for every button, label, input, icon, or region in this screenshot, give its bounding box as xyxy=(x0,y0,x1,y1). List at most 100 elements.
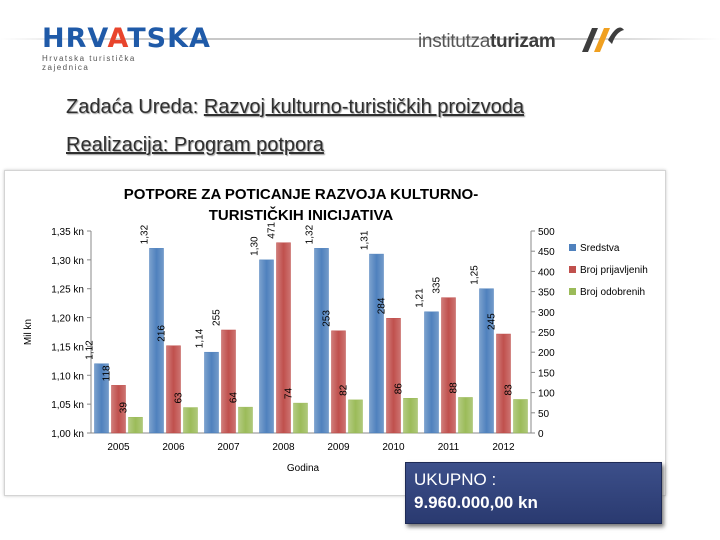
chart-frame: POTPORE ZA POTICANJE RAZVOJA KULTURNO- TU… xyxy=(4,170,666,496)
heading-link-program[interactable]: Realizacija: Program potpora xyxy=(66,134,324,156)
y-tick-label-left: 1,35 kn xyxy=(51,227,84,238)
y-tick-label-right: 100 xyxy=(538,389,555,400)
legend-label: Broj odobrenih xyxy=(580,287,645,298)
data-label: 1,32 xyxy=(305,224,316,244)
bar-sredstva xyxy=(94,363,109,434)
legend-swatch xyxy=(569,288,576,295)
bar-broj-odobrenih xyxy=(513,399,528,434)
y-tick-label-left: 1,25 kn xyxy=(51,285,84,296)
y-axis-label-left: Mil kn xyxy=(23,319,34,345)
chart-title-line-1: POTPORE ZA POTICANJE RAZVOJA KULTURNO- xyxy=(124,186,478,203)
data-label: 64 xyxy=(229,392,240,404)
logo-wordmark: HRVATSKA xyxy=(42,23,211,54)
bar-broj-odobrenih xyxy=(128,416,143,434)
data-label: 216 xyxy=(157,325,168,342)
data-label: 1,32 xyxy=(140,224,151,244)
x-tick-label: 2006 xyxy=(162,442,185,453)
y-tick-label-right: 200 xyxy=(538,348,555,359)
x-tick-label: 2010 xyxy=(382,442,405,453)
total-value: 9.960.000,00 kn xyxy=(414,493,538,512)
bar-broj-odobrenih xyxy=(183,407,198,434)
y-tick-label-right: 350 xyxy=(538,288,555,299)
legend-swatch xyxy=(569,244,576,251)
institut-za-turizam-logo: institutzaturizam xyxy=(418,24,628,64)
bar-broj-odobrenih xyxy=(238,406,253,434)
data-label: 245 xyxy=(487,313,498,330)
y-tick-label-right: 300 xyxy=(538,308,555,319)
hrvatska-logo: HRVATSKA Hrvatska turistička zajednica xyxy=(34,18,210,73)
y-tick-label-left: 1,15 kn xyxy=(51,342,84,353)
y-tick-label-right: 450 xyxy=(538,247,555,258)
bar-broj-odobrenih xyxy=(458,397,473,434)
x-axis-label: Godina xyxy=(287,463,320,474)
bar-broj-prijavljenih xyxy=(386,318,401,434)
data-label: 1,21 xyxy=(415,288,426,308)
bar-sredstva xyxy=(259,259,274,434)
heading-link-product[interactable]: Razvoj kulturno-turističkih proizvoda xyxy=(203,96,524,118)
header: HRVATSKA Hrvatska turistička zajednica i… xyxy=(0,0,720,80)
header-divider xyxy=(0,38,720,40)
total-label: UKUPNO : xyxy=(414,470,497,489)
bar-sredstva xyxy=(369,253,384,434)
total-box: UKUPNO : 9.960.000,00 kn xyxy=(405,462,662,524)
logo-tagline: Hrvatska turistička zajednica xyxy=(42,54,136,72)
data-label: 63 xyxy=(174,392,185,404)
x-tick-label: 2005 xyxy=(107,442,130,453)
bar-broj-prijavljenih xyxy=(221,329,236,434)
data-label: 1,31 xyxy=(360,230,371,250)
y-tick-label-right: 150 xyxy=(538,368,555,379)
x-tick-label: 2007 xyxy=(217,442,240,453)
bar-broj-odobrenih xyxy=(348,399,363,434)
data-label: 39 xyxy=(119,402,130,414)
data-label: 1,12 xyxy=(85,340,96,360)
y-tick-label-left: 1,00 kn xyxy=(51,429,84,440)
x-tick-label: 2012 xyxy=(492,442,515,453)
heading-line-2: Realizacija: Program potpora xyxy=(66,134,324,157)
bar-broj-prijavljenih xyxy=(441,297,456,434)
heading-prefix: Zadaća Ureda: xyxy=(66,96,204,118)
bar-sredstva xyxy=(204,351,219,434)
bar-sredstva xyxy=(479,288,494,434)
data-label: 1,14 xyxy=(195,328,206,348)
data-label: 1,30 xyxy=(250,236,261,256)
bar-broj-prijavljenih xyxy=(166,345,181,434)
data-label: 471 xyxy=(267,222,278,239)
bar-broj-prijavljenih xyxy=(111,385,126,434)
x-tick-label: 2008 xyxy=(272,442,295,453)
y-tick-label-right: 50 xyxy=(538,409,550,420)
bar-broj-prijavljenih xyxy=(331,330,346,434)
heading-line-1: Zadaća Ureda: Razvoj kulturno-turistički… xyxy=(66,96,524,119)
data-label: 335 xyxy=(432,277,443,294)
bar-broj-odobrenih xyxy=(403,398,418,434)
data-label: 253 xyxy=(322,310,333,327)
legend-swatch xyxy=(569,266,576,273)
data-label: 284 xyxy=(377,297,388,314)
y-tick-label-left: 1,20 kn xyxy=(51,314,84,325)
data-label: 74 xyxy=(284,388,295,400)
y-tick-label-right: 0 xyxy=(538,429,544,440)
y-tick-label-right: 500 xyxy=(538,227,555,238)
bar-sredstva xyxy=(424,311,439,434)
bar-broj-prijavljenih xyxy=(496,333,511,434)
data-label: 255 xyxy=(212,309,223,326)
legend-label: Broj prijavljenih xyxy=(580,265,648,276)
bar-broj-prijavljenih xyxy=(276,242,291,434)
y-tick-label-left: 1,30 kn xyxy=(51,256,84,267)
data-label: 88 xyxy=(449,382,460,394)
data-label: 118 xyxy=(102,365,113,381)
chart-title-line-2: TURISTIČKIH INICIJATIVA xyxy=(209,206,394,224)
data-label: 86 xyxy=(394,383,405,395)
x-tick-label: 2009 xyxy=(327,442,350,453)
data-label: 83 xyxy=(504,384,515,396)
institute-mark-icon xyxy=(582,27,624,52)
data-label: 1,25 xyxy=(470,265,481,285)
y-tick-label-left: 1,05 kn xyxy=(51,400,84,411)
data-label: 82 xyxy=(339,384,350,396)
institut-wordmark: institutzaturizam xyxy=(418,31,556,52)
y-tick-label-right: 400 xyxy=(538,267,555,278)
legend-label: Sredstva xyxy=(580,243,620,254)
x-tick-label: 2011 xyxy=(438,442,460,453)
support-chart: POTPORE ZA POTICANJE RAZVOJA KULTURNO- TU… xyxy=(23,186,648,474)
y-tick-label-right: 250 xyxy=(538,328,555,339)
y-tick-label-left: 1,10 kn xyxy=(51,371,84,382)
